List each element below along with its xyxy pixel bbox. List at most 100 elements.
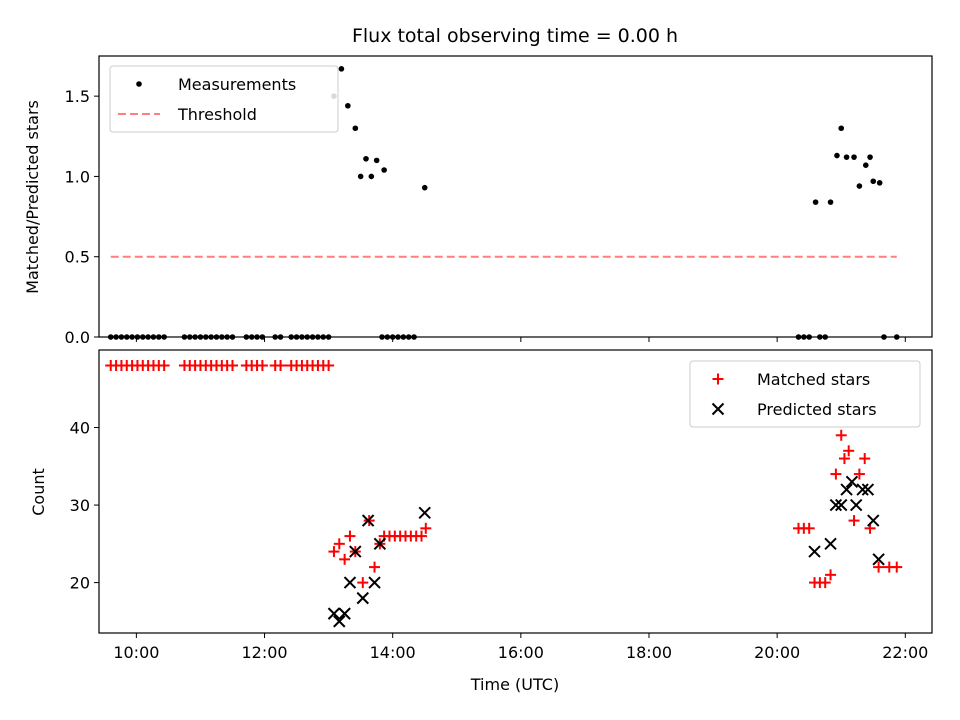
- top-legend: Measurements Threshold: [109, 65, 339, 133]
- matched-point: [256, 360, 268, 372]
- measurement-point: [834, 152, 840, 159]
- predicted-point: [856, 483, 869, 496]
- x-b: [418, 506, 431, 520]
- x-b: [867, 514, 880, 527]
- predicted-point: [361, 514, 375, 527]
- x-b: [849, 498, 863, 512]
- x-tick-label: 20:00: [754, 643, 800, 662]
- matched-point: [859, 453, 871, 465]
- x-b: [840, 483, 853, 496]
- measurement-point: [870, 178, 877, 185]
- x-b: [327, 607, 341, 620]
- matched-point: [333, 538, 345, 550]
- matched-point: [819, 577, 831, 589]
- measurement-point: [876, 180, 883, 186]
- measurement-point: [381, 167, 387, 173]
- measurement-point: [843, 154, 850, 160]
- matched-point: [328, 546, 340, 558]
- matched-point: [158, 360, 170, 372]
- x-b: [711, 402, 725, 416]
- legend-predicted-marker: [711, 402, 725, 416]
- matched-point: [357, 577, 369, 589]
- x-b: [856, 483, 869, 496]
- measurement-point: [352, 125, 359, 132]
- measurement-point: [838, 125, 845, 132]
- predicted-point: [368, 576, 381, 589]
- y-tick-label: 20: [70, 574, 90, 593]
- matched-point: [226, 360, 238, 372]
- legend-box: [689, 360, 921, 428]
- matched-point: [838, 453, 850, 465]
- x-b: [845, 475, 859, 489]
- y-tick-label: 1.5: [65, 87, 90, 106]
- predicted-point: [849, 498, 863, 512]
- legend-threshold-label: Threshold: [177, 105, 257, 124]
- predicted-point: [835, 498, 848, 512]
- predicted-point: [418, 506, 431, 520]
- predicted-point: [824, 537, 837, 551]
- measurement-point: [357, 173, 364, 180]
- x-b: [349, 545, 362, 558]
- predicted-point: [338, 607, 351, 620]
- matched-point: [275, 360, 287, 372]
- measurement-point: [373, 157, 380, 164]
- legend-measurements-label: Measurements: [178, 75, 296, 94]
- legend-measurements-marker: [136, 81, 142, 87]
- x-b: [808, 545, 821, 558]
- predicted-point: [861, 483, 875, 496]
- measurement-point: [856, 183, 863, 189]
- x-b: [338, 607, 351, 620]
- matched-point: [873, 561, 885, 573]
- x-tick-label: 22:00: [882, 643, 928, 662]
- measurement-point: [421, 184, 428, 191]
- x-b: [835, 498, 848, 512]
- measurement-point: [363, 155, 369, 162]
- matched-point: [830, 468, 842, 480]
- legend-predicted-label: Predicted stars: [757, 400, 877, 419]
- x-tick-label: 10:00: [113, 643, 159, 662]
- chart-title: Flux total observing time = 0.00 h: [352, 25, 678, 47]
- x-b: [829, 498, 843, 512]
- legend-box: [109, 65, 339, 133]
- x-b: [333, 615, 346, 628]
- predicted-point: [333, 615, 346, 628]
- matched-point: [339, 553, 351, 565]
- matched-point: [420, 522, 432, 534]
- x-b: [361, 514, 375, 527]
- bottom-legend: Matched stars Predicted stars: [689, 360, 921, 428]
- matched-point: [825, 569, 837, 581]
- y-tick-label: 1.0: [65, 167, 90, 186]
- predicted-point: [808, 545, 821, 558]
- x-tick-label: 18:00: [626, 643, 672, 662]
- x-b: [356, 591, 369, 605]
- matched-point: [369, 561, 381, 573]
- matched-point: [848, 515, 860, 527]
- matched-point: [803, 522, 815, 534]
- top-plot-frame: [98, 55, 933, 338]
- predicted-point: [349, 545, 362, 558]
- predicted-point: [872, 553, 885, 566]
- y-tick-label: 0.5: [65, 248, 90, 267]
- predicted-point: [829, 498, 843, 512]
- bottom-y-axis-label: Count: [29, 468, 48, 516]
- x-axis-label: Time (UTC): [470, 675, 559, 694]
- matched-point: [853, 468, 865, 480]
- measurement-point: [812, 199, 819, 205]
- bottom-plot-marks: [105, 360, 903, 628]
- bottom-axes: 10:00 12:00 14:00 16:00 18:00 20:00 22:00 20 30 4…: [70, 419, 929, 662]
- legend-matched-marker: [712, 373, 724, 385]
- x-tick-label: 12:00: [241, 643, 287, 662]
- measurement-point: [827, 199, 834, 205]
- predicted-point: [343, 576, 357, 589]
- x-b: [861, 483, 875, 496]
- matched-point: [835, 429, 847, 441]
- x-b: [373, 537, 387, 551]
- matched-point: [891, 561, 903, 573]
- y-tick-label: 0.0: [65, 328, 90, 347]
- predicted-point: [867, 514, 880, 527]
- matched-point: [344, 530, 356, 542]
- measurement-point: [851, 154, 857, 160]
- top-y-axis-label: Matched/Predicted stars: [23, 100, 42, 294]
- x-b: [824, 537, 837, 551]
- x-tick-label: 14:00: [370, 643, 416, 662]
